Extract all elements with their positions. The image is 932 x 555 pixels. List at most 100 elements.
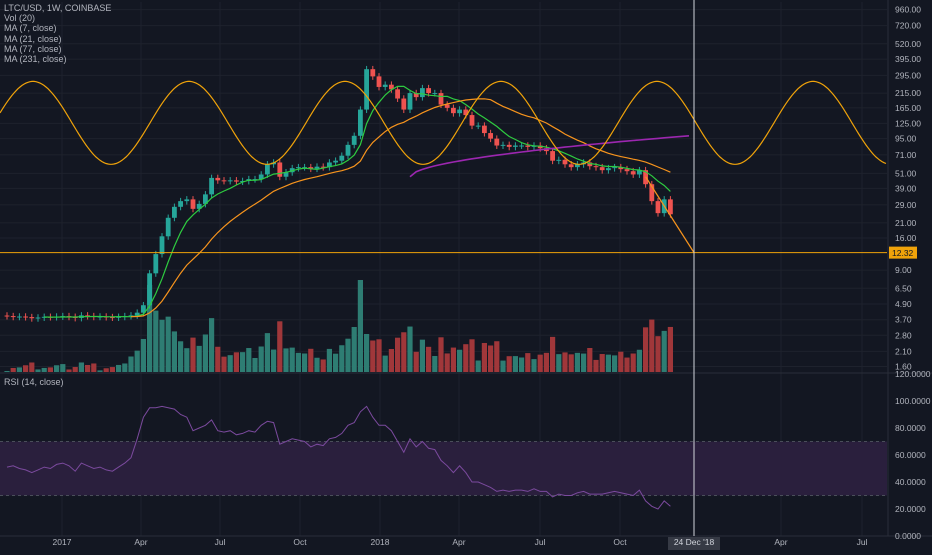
candle-body [513, 145, 518, 147]
candle-body [240, 180, 245, 182]
rsi-tick-label: 60.0000 [895, 450, 926, 460]
volume-bar [351, 327, 357, 372]
volume-bar [308, 348, 314, 372]
volume-bar [190, 337, 196, 372]
price-tick-label: 2.80 [895, 330, 912, 340]
volume-bar [147, 284, 153, 372]
volume-bar [630, 353, 636, 372]
volume-bar [134, 350, 140, 372]
volume-bar [345, 338, 351, 372]
volume-bar [562, 352, 568, 372]
x-tick-label: Jul [215, 537, 226, 547]
volume-bar [215, 346, 221, 372]
crosshair-date-bg [668, 537, 720, 550]
rsi-tick-label: 40.0000 [895, 477, 926, 487]
volume-bar [10, 367, 16, 372]
candle-body [432, 93, 438, 95]
volume-bar [66, 369, 72, 372]
volume-bar [283, 348, 289, 372]
candle-body [395, 89, 400, 99]
volume-bar [41, 367, 47, 372]
volume-bar [295, 352, 301, 372]
price-marker-label: 12.32 [892, 248, 914, 258]
cycle-line [0, 80, 887, 165]
candle-body [252, 179, 258, 181]
candle-body [364, 69, 369, 110]
volume-bar [72, 367, 78, 372]
volume-bar [35, 369, 41, 372]
volume-bar [494, 341, 500, 372]
price-tick-label: 125.00 [895, 118, 921, 128]
volume-bar [196, 345, 202, 372]
volume-bar [643, 327, 649, 372]
volume-bar [159, 319, 165, 372]
crosshair-date-label: 24 Dec '18 [674, 537, 715, 547]
volume-bar [550, 336, 556, 372]
volume-bar [438, 337, 444, 372]
volume-bar [122, 363, 128, 372]
volume-bar [370, 340, 376, 372]
volume-bar [655, 336, 661, 372]
volume-bar [457, 349, 463, 372]
volume-bar [475, 360, 481, 372]
price-tick-label: 9.00 [895, 265, 912, 275]
x-tick-label: Apr [452, 537, 465, 547]
volume-bar [4, 371, 10, 372]
volume-bar [661, 330, 667, 372]
candle-body [35, 317, 41, 319]
candle-body [203, 194, 208, 204]
volume-bar [382, 355, 388, 372]
rsi-tick-label: 120.0000 [895, 369, 931, 379]
candle-body [407, 93, 413, 110]
volume-bar [450, 347, 456, 372]
candle-body [227, 180, 233, 182]
candle-body [17, 316, 22, 318]
volume-bar [178, 341, 184, 372]
ma21-line [130, 98, 671, 318]
x-tick-label: Jul [857, 537, 868, 547]
candle-body [426, 88, 431, 94]
rsi-tick-label: 0.0000 [895, 531, 921, 541]
rsi-line [6, 405, 671, 510]
volume-bar [54, 365, 60, 372]
volume-bar [612, 355, 618, 372]
volume-bar [165, 316, 171, 372]
ma7-line [44, 85, 671, 318]
candle-body [165, 217, 171, 237]
volume-bar [407, 326, 413, 372]
price-marker-bg [889, 246, 917, 259]
volume-bar [568, 354, 574, 372]
candle-body [575, 164, 580, 168]
candle-body [128, 315, 134, 317]
candle-body [345, 144, 351, 156]
volume-bar [649, 319, 655, 372]
volume-bar [258, 346, 264, 372]
ma231-line [409, 135, 690, 178]
candle-body [494, 138, 500, 146]
volume-bar [184, 348, 190, 372]
candle-body [599, 167, 605, 171]
candle-body [116, 316, 121, 318]
candle-body [4, 315, 10, 317]
volume-bar [364, 334, 370, 372]
volume-bar [320, 359, 326, 372]
price-tick-label: 4.90 [895, 299, 912, 309]
candle-body [221, 180, 227, 182]
candle-body [482, 125, 487, 134]
rsi-tick-label: 80.0000 [895, 423, 926, 433]
x-tick-label: Oct [613, 537, 627, 547]
rsi-legend[interactable]: RSI (14, close) [4, 377, 64, 387]
candle-body [556, 159, 562, 161]
candle-body [630, 171, 636, 175]
volume-bar [47, 367, 53, 372]
candle-body [134, 312, 140, 316]
price-tick-label: 29.00 [895, 200, 917, 210]
candle-body [451, 107, 456, 114]
volume-bar [556, 354, 562, 372]
volume-bar [171, 331, 177, 372]
candle-body [488, 133, 493, 139]
candle-body [110, 317, 115, 319]
volume-bar [233, 352, 239, 372]
price-tick-label: 165.00 [895, 103, 921, 113]
